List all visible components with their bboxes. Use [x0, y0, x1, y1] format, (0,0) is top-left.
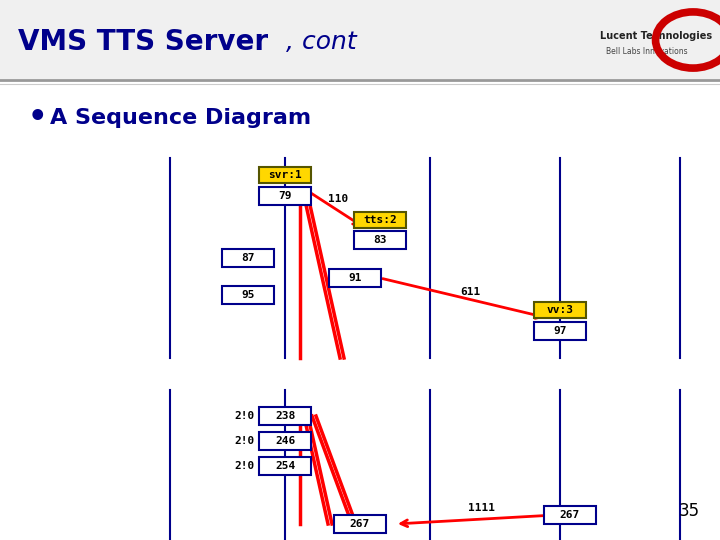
FancyBboxPatch shape [544, 506, 596, 524]
FancyBboxPatch shape [354, 231, 406, 249]
Bar [0, 0, 720, 78]
Text: 79: 79 [278, 191, 292, 201]
FancyBboxPatch shape [259, 457, 311, 475]
FancyBboxPatch shape [354, 212, 406, 228]
FancyBboxPatch shape [259, 187, 311, 205]
Text: tts:2: tts:2 [363, 215, 397, 225]
FancyBboxPatch shape [259, 432, 311, 450]
Text: Lucent Technologies: Lucent Technologies [600, 31, 712, 41]
Text: 267: 267 [560, 510, 580, 520]
Text: 97: 97 [553, 326, 567, 336]
Text: 95: 95 [241, 290, 255, 300]
Text: 2!0: 2!0 [235, 436, 255, 446]
Text: 254: 254 [275, 461, 295, 471]
Text: VMS TTS Server: VMS TTS Server [18, 28, 268, 56]
Text: 2!0: 2!0 [235, 411, 255, 421]
FancyBboxPatch shape [222, 249, 274, 267]
Text: , cont: , cont [286, 30, 356, 54]
Text: 611: 611 [460, 287, 480, 297]
FancyBboxPatch shape [534, 322, 586, 340]
Text: svr:1: svr:1 [268, 170, 302, 180]
Text: 83: 83 [373, 235, 387, 245]
Text: 35: 35 [679, 502, 700, 520]
Text: Bell Labs Innovations: Bell Labs Innovations [606, 48, 688, 57]
Text: 267: 267 [350, 519, 370, 529]
Text: 87: 87 [241, 253, 255, 263]
Text: 110: 110 [328, 194, 348, 204]
FancyBboxPatch shape [334, 515, 386, 533]
Text: 246: 246 [275, 436, 295, 446]
Text: A Sequence Diagram: A Sequence Diagram [50, 108, 311, 128]
Text: vv:3: vv:3 [546, 305, 574, 315]
Text: 238: 238 [275, 411, 295, 421]
FancyBboxPatch shape [259, 407, 311, 425]
FancyBboxPatch shape [329, 269, 381, 287]
FancyBboxPatch shape [259, 167, 311, 183]
FancyBboxPatch shape [534, 302, 586, 318]
FancyBboxPatch shape [222, 286, 274, 304]
Text: 2!0: 2!0 [235, 461, 255, 471]
Text: 1111: 1111 [468, 503, 495, 513]
Text: 91: 91 [348, 273, 361, 283]
Text: •: • [28, 104, 48, 132]
